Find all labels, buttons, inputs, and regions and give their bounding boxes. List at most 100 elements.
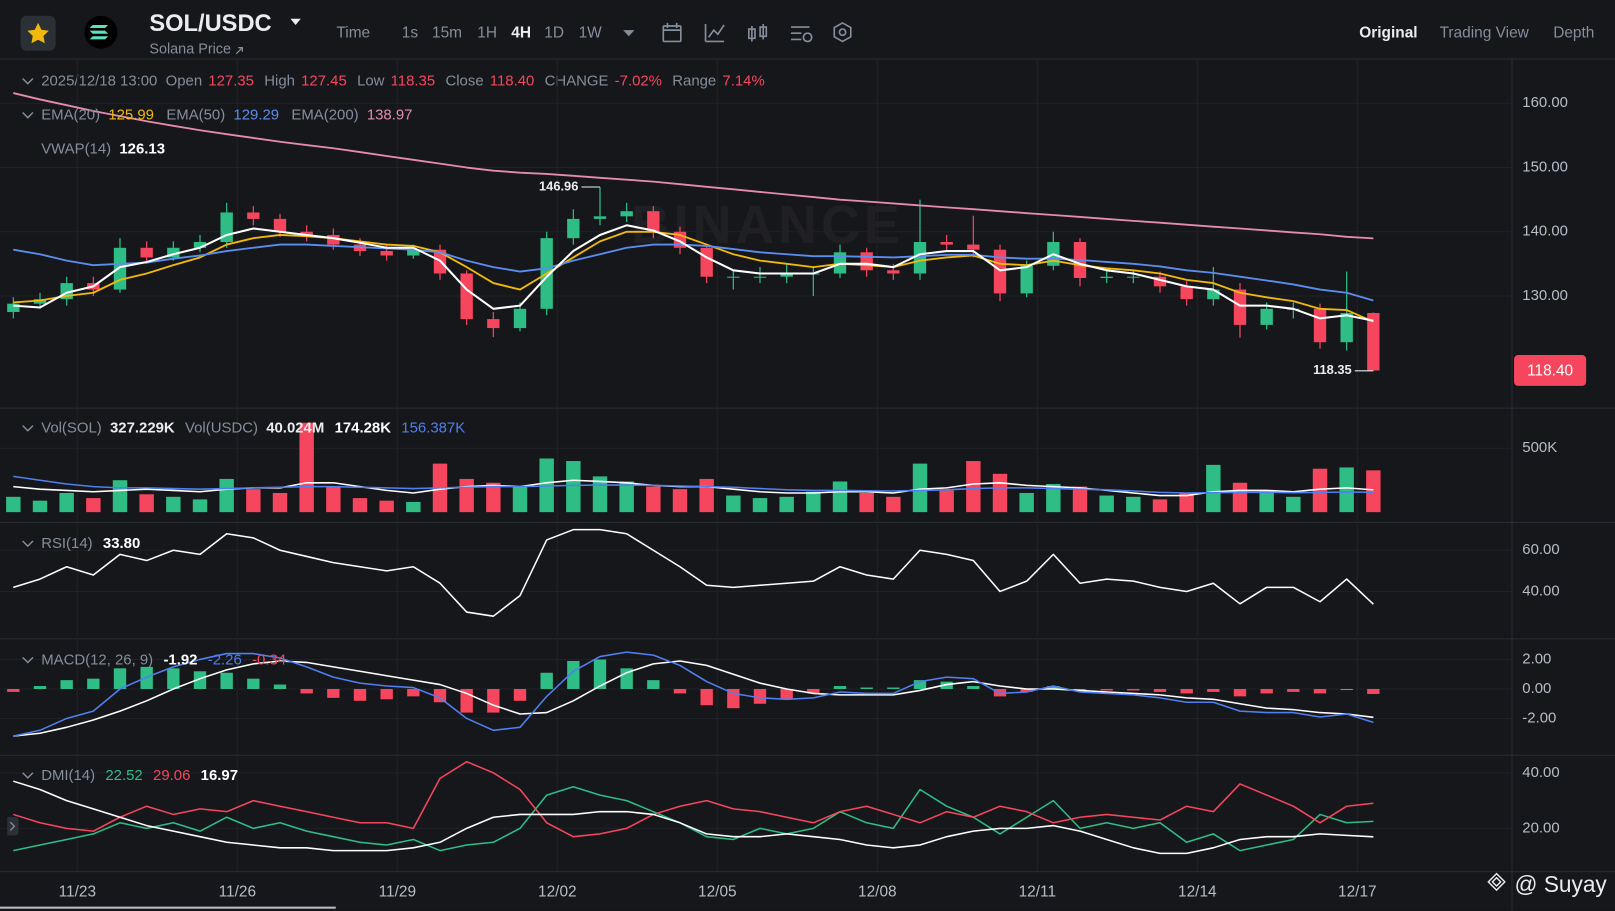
interval-option[interactable]: 1s xyxy=(402,24,419,41)
bar xyxy=(540,672,553,689)
bar xyxy=(1339,467,1354,513)
bar xyxy=(379,500,394,513)
candle-body xyxy=(407,249,420,256)
indicator-line xyxy=(13,230,1374,323)
y-tick-label: 2.00 xyxy=(1522,650,1551,667)
legend-text: 118.40 xyxy=(490,73,535,90)
candle-icon[interactable] xyxy=(747,23,768,42)
side-handle[interactable] xyxy=(7,817,19,836)
brand-watermark: BINANCE xyxy=(631,196,904,255)
bar xyxy=(459,478,474,513)
candle-body xyxy=(7,303,20,313)
bar xyxy=(753,688,767,704)
collapse-chevron[interactable] xyxy=(22,425,34,432)
interval-option[interactable]: 1D xyxy=(544,24,564,41)
view-option[interactable]: Depth xyxy=(1553,24,1594,41)
legend-text: Close xyxy=(445,73,483,90)
candle-body xyxy=(247,212,260,219)
candle-body xyxy=(860,252,873,271)
indicator-line xyxy=(13,651,1374,737)
indicator-icon[interactable] xyxy=(704,23,725,43)
indicator-line xyxy=(13,224,1374,322)
interval-option[interactable]: 15m xyxy=(432,24,462,41)
view-option[interactable]: Original xyxy=(1359,24,1417,41)
bar xyxy=(1312,468,1328,513)
collapse-chevron[interactable] xyxy=(22,656,34,664)
subtitle[interactable]: Solana Price xyxy=(149,42,231,58)
bar xyxy=(886,496,901,513)
candle-body xyxy=(567,218,580,239)
bar xyxy=(300,688,313,694)
y-tick-label: 0.00 xyxy=(1522,680,1551,697)
interval-option[interactable]: 1W xyxy=(579,24,603,41)
bar xyxy=(860,687,873,689)
bar xyxy=(566,461,581,513)
extreme-label: 146.96 xyxy=(539,178,578,193)
bar xyxy=(273,684,287,689)
view-option[interactable]: Trading View xyxy=(1440,24,1530,41)
bar xyxy=(806,491,821,513)
bar xyxy=(966,461,981,513)
legend-text: VWAP(14) xyxy=(41,141,111,158)
bar xyxy=(887,687,900,689)
calendar-icon[interactable] xyxy=(662,25,682,43)
bar xyxy=(247,678,260,689)
candle-body xyxy=(1233,289,1247,325)
symbol-dropdown[interactable] xyxy=(290,18,301,25)
calendar-icon-detail xyxy=(663,22,681,31)
interval-option[interactable]: Time xyxy=(336,24,370,41)
bar xyxy=(647,680,660,689)
candle-body xyxy=(193,242,207,248)
candle-body xyxy=(647,211,660,232)
legend-text: 129.29 xyxy=(233,107,279,124)
x-tick-label: 11/23 xyxy=(59,883,97,900)
x-tick-label: 12/08 xyxy=(858,883,897,900)
bar xyxy=(299,422,314,513)
bar xyxy=(992,473,1008,513)
x-tick-label: 12/11 xyxy=(1019,883,1057,900)
bar xyxy=(353,688,367,701)
bar xyxy=(1127,688,1140,691)
bar xyxy=(1126,496,1141,513)
candle-body xyxy=(887,270,900,274)
settings-icon[interactable] xyxy=(833,21,852,43)
legend-text: 2025/12/18 13:00 xyxy=(41,73,157,90)
bar xyxy=(7,688,20,692)
bar xyxy=(1206,464,1221,513)
collapse-chevron[interactable] xyxy=(22,772,34,779)
legend-text: EMA(200) xyxy=(291,107,358,124)
bar xyxy=(673,688,687,694)
candle-body xyxy=(593,216,607,219)
collapse-chevron[interactable] xyxy=(22,78,34,85)
bar xyxy=(807,688,820,694)
bar xyxy=(327,688,340,698)
bar xyxy=(1286,496,1301,513)
interval-option[interactable]: 4H xyxy=(511,24,531,41)
bar xyxy=(1153,688,1167,692)
bar xyxy=(1367,688,1380,695)
bar xyxy=(780,688,793,700)
interval-option[interactable]: 1H xyxy=(477,24,497,41)
candle-body xyxy=(993,249,1007,294)
bar xyxy=(6,496,21,513)
legend-text: Open xyxy=(166,73,203,90)
candle-body xyxy=(1100,276,1113,278)
legend-text: 327.229K xyxy=(110,420,175,437)
settings-list-icon[interactable] xyxy=(791,26,813,43)
bar xyxy=(1259,490,1274,513)
legend-text: High xyxy=(264,73,295,90)
collapse-chevron[interactable] xyxy=(22,540,34,548)
candle-body xyxy=(1260,308,1273,325)
x-tick-label: 12/14 xyxy=(1178,883,1217,900)
collapse-chevron[interactable] xyxy=(22,112,34,119)
watermark-logo xyxy=(1487,872,1506,892)
interval-dropdown[interactable] xyxy=(623,30,635,37)
bar xyxy=(1233,688,1247,697)
bar xyxy=(1047,686,1060,689)
bar xyxy=(407,688,420,697)
symbol[interactable]: SOL/USDC xyxy=(149,11,271,37)
legend-text: 40.024M xyxy=(266,420,324,437)
legend-text: -0.34 xyxy=(252,651,286,668)
